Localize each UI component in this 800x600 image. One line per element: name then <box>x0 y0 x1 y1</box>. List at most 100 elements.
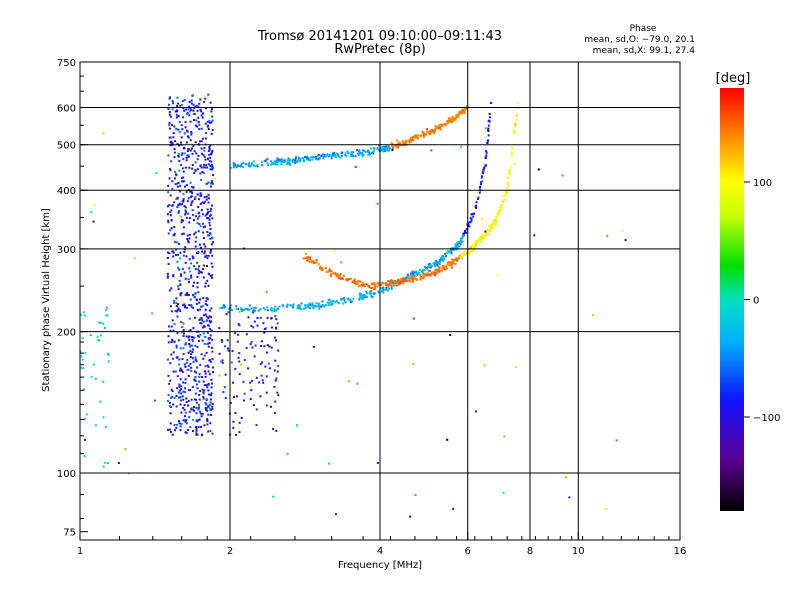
scatter-point-trace <box>505 190 508 193</box>
scatter-point-trace <box>382 288 385 291</box>
scatter-point-trace <box>494 219 497 222</box>
scatter-point-es <box>172 274 175 277</box>
scatter-point-es <box>204 245 207 248</box>
scatter-point-es <box>182 332 185 335</box>
scatter-point-trace <box>415 274 418 277</box>
scatter-point-es <box>179 403 182 406</box>
scatter-point-trace <box>371 296 374 299</box>
scatter-point-es <box>178 383 181 386</box>
scatter-point-es <box>270 346 273 349</box>
scatter-point-trace <box>274 305 277 308</box>
scatter-point-es <box>196 158 199 161</box>
scatter-point-es <box>209 144 212 147</box>
scatter-point-es <box>187 241 190 244</box>
scatter-point-es <box>206 279 209 282</box>
scatter-point-trace <box>386 289 389 292</box>
scatter-point-trace <box>333 152 336 155</box>
scatter-point-trace <box>248 304 251 307</box>
scatter-point-es <box>177 155 180 158</box>
scatter-point-trace <box>373 150 376 153</box>
scatter-point-es <box>180 392 183 395</box>
scatter-point-trace <box>446 250 449 253</box>
scatter-point-es <box>208 120 211 123</box>
scatter-point-low <box>107 360 110 363</box>
scatter-point-trace <box>387 279 390 282</box>
scatter-point-noise <box>484 127 487 130</box>
scatter-point-es <box>194 356 197 359</box>
scatter-point-trace <box>495 215 498 218</box>
scatter-point-trace <box>392 282 395 285</box>
scatter-point-trace <box>396 281 399 284</box>
scatter-point-low <box>99 322 102 325</box>
scatter-point-trace <box>303 307 306 310</box>
scatter-point-trace <box>406 275 409 278</box>
scatter-point-trace <box>481 236 484 239</box>
scatter-point-noise <box>376 202 379 205</box>
scatter-point-trace <box>420 270 423 273</box>
scatter-point-es <box>184 121 187 124</box>
scatter-point-trace <box>408 279 411 282</box>
scatter-point-es <box>205 351 208 354</box>
scatter-point-trace <box>219 307 222 310</box>
y-tick-label: 200 <box>57 328 76 339</box>
scatter-point-trace <box>447 116 450 119</box>
scatter-point-es <box>169 305 172 308</box>
scatter-point-trace <box>339 277 342 280</box>
scatter-point-trace <box>282 305 285 308</box>
scatter-point-trace <box>376 147 379 150</box>
scatter-point-noise <box>615 439 618 442</box>
scatter-point-es <box>209 334 212 337</box>
scatter-point-es <box>210 213 213 216</box>
scatter-point-es <box>172 370 175 373</box>
scatter-point-trace <box>472 246 475 249</box>
scatter-point-es <box>195 302 198 305</box>
scatter-point-trace <box>490 228 493 231</box>
scatter-point-es <box>177 115 180 118</box>
scatter-point-es <box>255 376 258 379</box>
scatter-point-es <box>187 155 190 158</box>
scatter-point-es <box>192 418 195 421</box>
scatter-point-trace <box>274 163 277 166</box>
scatter-point-low <box>83 455 86 458</box>
scatter-point-noise <box>497 273 500 276</box>
scatter-point-es <box>179 257 182 260</box>
scatter-point-trace <box>382 150 385 153</box>
scatter-point-trace <box>295 155 298 158</box>
scatter-point-es <box>179 294 182 297</box>
scatter-point-es <box>166 272 169 275</box>
scatter-point-es <box>185 141 188 144</box>
scatter-point-trace <box>319 265 322 268</box>
scatter-point-trace <box>444 255 447 258</box>
scatter-point-es <box>252 326 255 329</box>
scatter-point-es <box>183 146 186 149</box>
scatter-point-trace <box>397 142 400 145</box>
scatter-point-trace <box>264 159 267 162</box>
scatter-point-es <box>201 137 204 140</box>
scatter-point-es <box>190 190 193 193</box>
scatter-point-es <box>206 120 209 123</box>
scatter-point-trace <box>389 283 392 286</box>
scatter-point-es <box>207 365 210 368</box>
scatter-point-trace <box>237 307 240 310</box>
scatter-point-trace <box>440 257 443 260</box>
scatter-point-es <box>203 200 206 203</box>
scatter-point-es <box>193 233 196 236</box>
scatter-point-es <box>190 336 193 339</box>
scatter-point-trace <box>392 146 395 149</box>
scatter-point-trace <box>448 264 451 267</box>
scatter-point-es <box>193 265 196 268</box>
scatter-point-trace <box>391 144 394 147</box>
scatter-point-noise <box>561 174 564 177</box>
scatter-point-es <box>191 164 194 167</box>
scatter-point-es <box>206 423 209 426</box>
scatter-point-trace <box>411 280 414 283</box>
scatter-point-es <box>181 395 184 398</box>
scatter-point-es <box>187 281 190 284</box>
scatter-point-trace <box>297 305 300 308</box>
scatter-point-trace <box>327 299 330 302</box>
scatter-point-es <box>190 133 193 136</box>
scatter-point-trace <box>358 149 361 152</box>
scatter-point-low <box>83 314 86 317</box>
x-tick-label: 8 <box>527 546 533 557</box>
scatter-point-trace <box>439 128 442 131</box>
